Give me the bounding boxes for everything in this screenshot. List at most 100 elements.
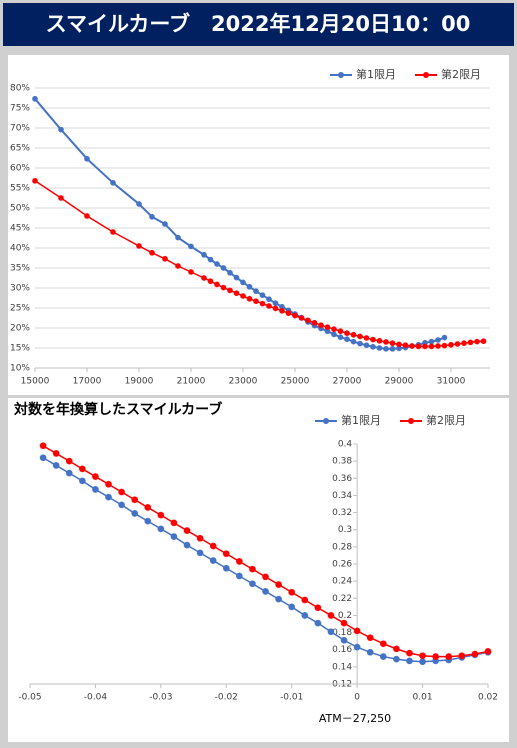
x-tick-label: 29000 [385,377,414,387]
data-point [272,305,279,312]
data-point [175,234,181,241]
data-point [353,643,361,651]
data-point [327,628,335,636]
x-tick-label: 0 [354,693,360,703]
x-tick-label: 27000 [333,377,362,387]
data-point [353,627,361,635]
y-tick-label: 0.28 [332,542,352,552]
annotation: ATM－27,250 [319,712,391,725]
x-tick-label: 31000 [437,377,466,387]
data-point [331,331,337,338]
data-point [445,653,453,660]
data-point [144,517,152,525]
data-point [366,648,374,656]
y-tick-label: 25% [10,304,30,314]
data-point [383,339,389,345]
data-point [52,450,60,457]
data-point [350,338,357,345]
data-point [337,334,344,341]
data-point [105,480,112,488]
data-point [170,533,178,540]
data-point [222,550,230,558]
data-point [458,652,466,660]
data-point [406,649,413,657]
data-point [149,213,155,220]
data-point [118,501,125,509]
y-tick-label: 0.32 [332,508,352,518]
data-point [428,338,435,345]
data-point [235,572,243,580]
y-tick-label: 0.18 [332,628,352,638]
y-tick-label: 0.36 [332,474,352,484]
data-point [240,293,246,299]
y-tick-label: 0.26 [332,560,352,570]
y-tick-label: 0.34 [332,491,352,501]
y-tick-label: 45% [10,224,30,234]
data-point [480,338,487,345]
data-point [275,581,283,588]
data-point [58,195,64,201]
data-point [201,251,207,258]
data-point [305,317,311,324]
data-point [406,657,413,665]
data-point [65,457,73,465]
data-point [428,343,435,350]
data-point [84,213,90,219]
data-point [214,281,220,288]
x-tick-label: 23000 [229,377,258,387]
data-point [246,295,253,302]
data-point [435,337,441,343]
legend-label: 第2限月 [426,413,466,427]
chart-panel [8,398,509,742]
data-point [272,300,279,307]
data-point [235,558,243,565]
data-point [39,454,47,462]
data-point [357,333,363,340]
y-tick-label: 0.24 [332,577,352,587]
data-point [344,336,350,343]
data-point [422,343,428,350]
data-point [246,283,253,290]
data-point [105,493,112,501]
data-point [84,155,90,162]
data-point [288,603,296,611]
data-point [175,263,181,269]
data-point [188,269,194,275]
data-point [376,345,383,351]
data-point [249,565,256,573]
data-point [484,648,492,655]
data-point [222,564,230,572]
data-point [92,473,99,480]
data-point [196,549,204,557]
data-point [110,229,116,235]
x-tick-label: -0.04 [84,693,108,703]
data-point [149,249,155,256]
y-tick-label: 10% [10,364,30,374]
y-tick-label: 50% [10,204,30,214]
data-point [415,343,422,350]
data-point [379,653,387,660]
data-point [363,335,370,341]
data-point [196,534,204,542]
data-point [314,604,322,612]
x-tick-label: -0.05 [18,693,41,703]
data-point [370,343,376,350]
y-tick-label: 0.22 [332,594,352,604]
legend-label: 第1限月 [356,67,396,81]
data-point [118,488,125,496]
data-point [233,274,240,281]
data-point [262,588,269,595]
chart-panel [8,55,509,395]
x-tick-label: 25000 [281,377,310,387]
y-tick-label: 20% [10,324,30,334]
data-point [301,596,309,604]
data-point [379,640,387,648]
chart-title: 対数を年換算したスマイルカーブ [13,401,222,418]
x-tick-label: -0.03 [149,693,172,703]
data-point [292,312,298,319]
legend-marker [408,418,414,424]
data-point [220,284,227,291]
data-point [376,337,383,344]
data-point [259,300,266,307]
